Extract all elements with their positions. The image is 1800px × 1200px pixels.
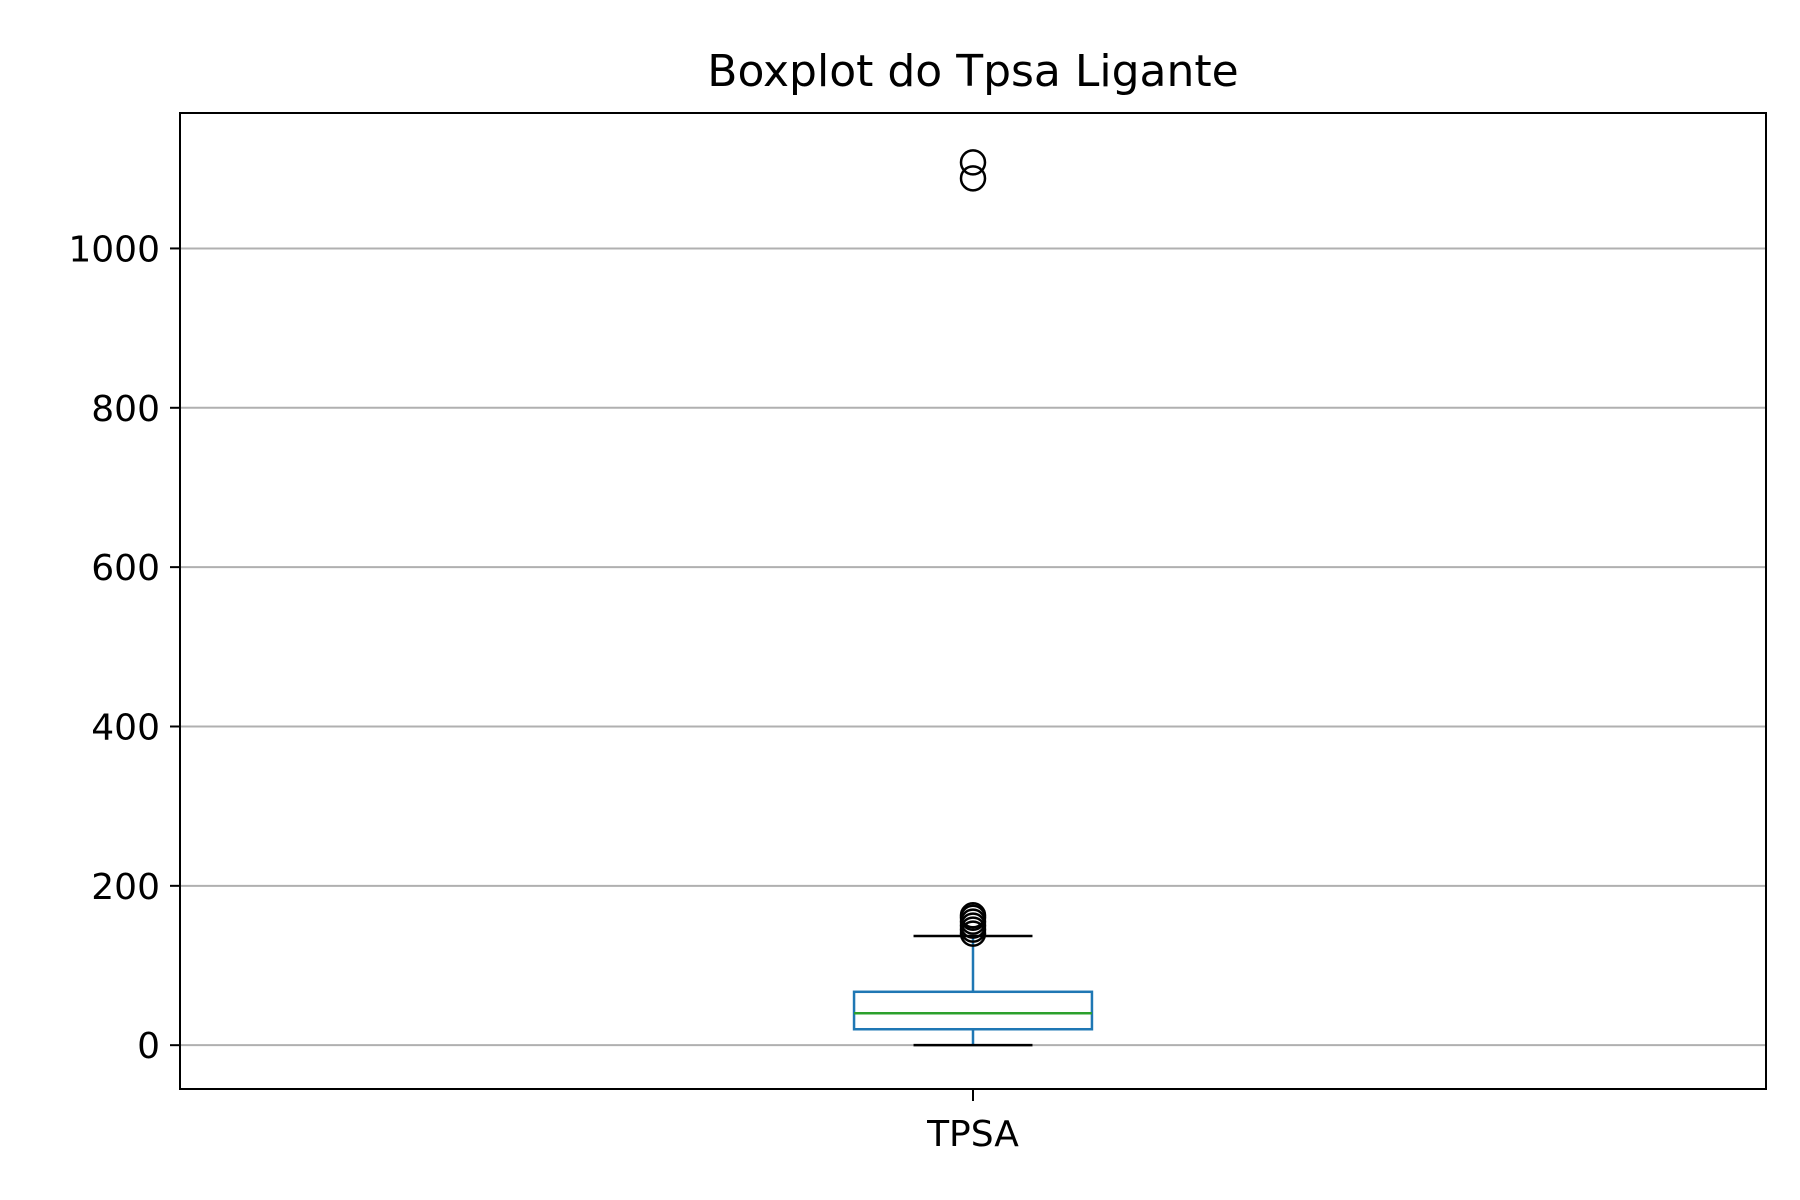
outlier-point — [959, 149, 987, 176]
outlier-point — [959, 902, 987, 929]
iqr-box — [852, 990, 1094, 1031]
x-tick-label: TPSA — [926, 1114, 1019, 1155]
y-tick-label: 200 — [91, 867, 160, 908]
x-axis-ticks: TPSA — [926, 1089, 1019, 1155]
plot-area-frame — [179, 112, 1767, 1090]
chart-title: Boxplot do Tpsa Ligante — [707, 46, 1238, 97]
y-axis-ticks: 0 200 400 600 800 1000 — [68, 229, 180, 1067]
box-group — [852, 149, 1094, 1047]
y-tick-label: 1000 — [68, 229, 160, 270]
y-tick-label: 600 — [91, 548, 160, 589]
grid-lines — [180, 247, 1766, 1047]
y-tick-label: 800 — [91, 389, 160, 430]
y-tick-label: 0 — [137, 1026, 160, 1067]
outlier-point — [959, 165, 987, 192]
y-tick-label: 400 — [91, 707, 160, 748]
